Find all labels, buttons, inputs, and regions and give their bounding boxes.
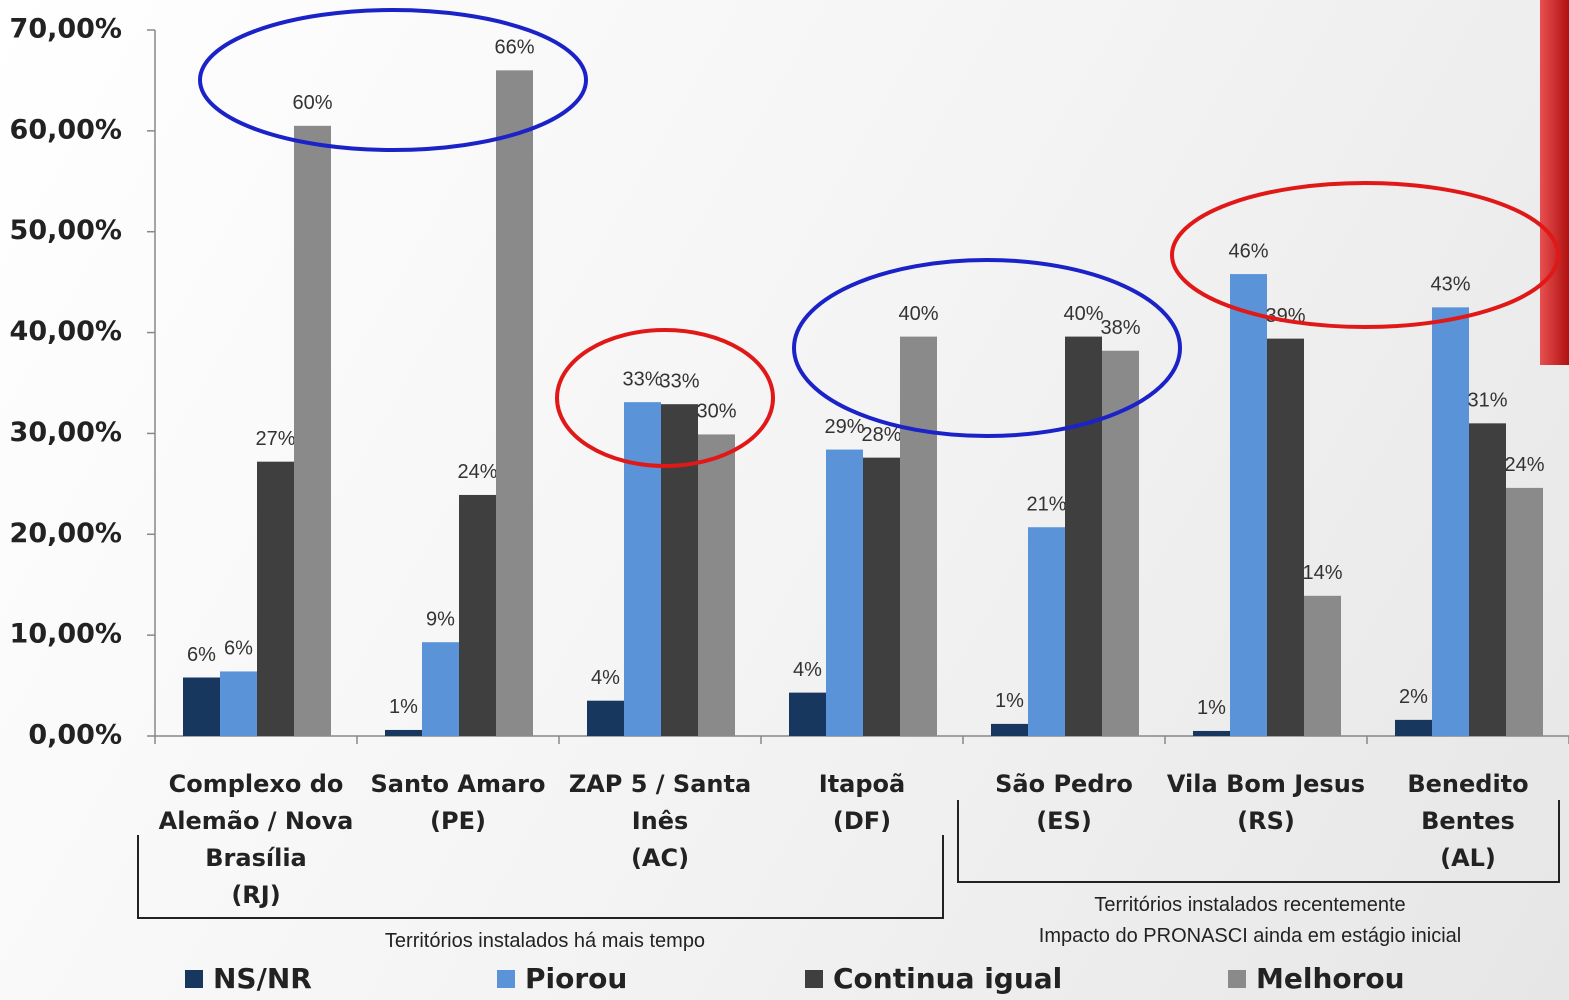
y-tick-label: 50,00%: [10, 215, 122, 246]
data-label: 2%: [1399, 686, 1428, 708]
data-label: 9%: [426, 608, 455, 630]
x-tick-label: Itapoã (DF): [818, 770, 906, 835]
data-label: 21%: [1026, 494, 1066, 516]
bar: [661, 404, 698, 736]
highlight-ellipse: [792, 258, 1182, 438]
data-label: 6%: [187, 644, 216, 666]
bar: [183, 677, 220, 736]
legend-swatch: [1228, 969, 1246, 988]
x-tick-label: Complexo do Alemão / Nova Brasília (RJ): [158, 770, 354, 909]
bar: [1028, 527, 1065, 736]
bar: [1065, 336, 1102, 736]
highlight-ellipse: [1170, 181, 1560, 329]
y-tick-label: 40,00%: [10, 316, 122, 347]
data-label: 38%: [1100, 317, 1140, 339]
data-label: 4%: [793, 659, 822, 681]
legend-swatch: [805, 969, 823, 988]
highlight-ellipse: [198, 8, 588, 152]
y-tick-label: 30,00%: [10, 417, 122, 448]
bar: [789, 692, 826, 736]
highlight-ellipse: [555, 328, 775, 468]
bar: [1469, 423, 1506, 736]
x-tick-label: Vila Bom Jesus (RS): [1166, 770, 1366, 835]
data-label: 6%: [224, 638, 253, 660]
data-label: 24%: [1504, 454, 1544, 476]
annotation: Territórios instalados recentemente Impa…: [1038, 894, 1462, 947]
data-label: 30%: [696, 401, 736, 423]
annotation: Territórios instalados há mais tempo: [384, 930, 706, 952]
legend-swatch: [497, 969, 515, 988]
legend-item: Continua igual: [805, 962, 1062, 995]
legend-label: NS/NR: [213, 962, 312, 995]
data-label: 33%: [622, 368, 662, 390]
data-label: 1%: [995, 690, 1024, 712]
data-label: 60%: [292, 92, 332, 114]
data-label: 24%: [457, 461, 497, 483]
bar: [991, 723, 1028, 736]
y-tick-label: 60,00%: [10, 114, 122, 145]
data-label: 4%: [591, 667, 620, 689]
x-tick-label: Benedito Bentes (AL): [1407, 770, 1529, 872]
data-label: 1%: [1197, 697, 1226, 719]
bar: [698, 434, 735, 736]
bar: [1267, 338, 1304, 736]
data-label: 66%: [494, 37, 534, 59]
data-label: 14%: [1302, 562, 1342, 584]
bar: [1304, 595, 1341, 736]
y-tick-label: 70,00%: [10, 14, 122, 45]
x-tick-label: Santo Amaro (PE): [370, 770, 546, 835]
y-tick-label: 20,00%: [10, 518, 122, 549]
data-label: 46%: [1228, 240, 1268, 262]
bracket: [957, 800, 1560, 883]
bar: [826, 449, 863, 736]
legend-label: Melhorou: [1256, 962, 1405, 995]
bar: [863, 457, 900, 736]
data-label: 33%: [659, 370, 699, 392]
bar: [1432, 307, 1469, 736]
legend-label: Continua igual: [833, 962, 1063, 995]
bar: [459, 494, 496, 736]
side-bar: [1540, 0, 1569, 365]
bar: [1193, 730, 1230, 736]
bar: [1102, 350, 1139, 736]
bar: [422, 642, 459, 736]
y-tick-label: 10,00%: [10, 619, 122, 650]
x-tick-label: ZAP 5 / Santa Inês (AC): [568, 770, 752, 872]
bar: [385, 729, 422, 736]
bar: [900, 336, 937, 736]
bar: [1395, 719, 1432, 736]
legend-item: Piorou: [497, 962, 627, 995]
data-label: 28%: [861, 424, 901, 446]
y-tick-label: 0,00%: [28, 720, 122, 751]
legend-label: Piorou: [525, 962, 628, 995]
data-label: 40%: [1063, 303, 1103, 325]
bracket: [137, 835, 944, 919]
data-label: 31%: [1467, 390, 1507, 412]
bar: [587, 700, 624, 736]
data-label: 29%: [824, 416, 864, 438]
legend-item: NS/NR: [185, 962, 312, 995]
bar: [496, 70, 533, 737]
data-label: 27%: [255, 428, 295, 450]
bar: [220, 671, 257, 736]
bar: [624, 402, 661, 736]
bar: [1506, 487, 1543, 736]
bar: [294, 125, 331, 737]
x-tick-label: São Pedro (ES): [995, 770, 1133, 835]
bar: [257, 461, 294, 736]
data-label: 43%: [1430, 274, 1470, 296]
bar: [1230, 274, 1267, 736]
legend-item: Melhorou: [1228, 962, 1405, 995]
legend-swatch: [185, 969, 203, 988]
data-label: 1%: [389, 696, 418, 718]
data-label: 40%: [898, 303, 938, 325]
